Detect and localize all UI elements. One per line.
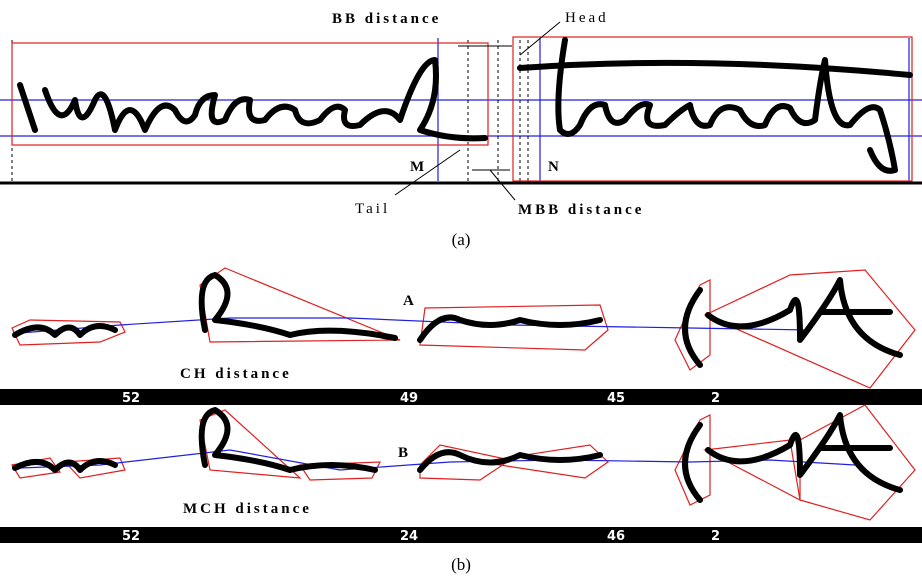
distance-value: 24 [400,529,418,544]
label: B [398,445,411,461]
connector [19,317,811,334]
hull [799,404,916,521]
bounding-box [11,42,489,146]
handwriting [17,57,488,142]
panel-b-ch: A CH distance 52 49 45 2 [0,267,922,406]
label: A [403,293,417,309]
hull [419,304,609,351]
label: N [548,159,562,175]
hull [479,444,609,479]
distance-value: 52 [122,391,140,406]
panel-a: BB distance Head M N Tail MBB distance (… [0,10,922,249]
label: MCH distance [183,501,312,517]
distance-value: 45 [607,391,625,406]
arrow [489,169,516,201]
distance-bar [0,527,922,543]
bounding-box [512,36,913,182]
panel-b-mch: B MCH distance 52 24 46 2 (b) [0,404,922,574]
hull [703,269,916,389]
label: Tail [355,201,390,217]
arrow [394,149,461,196]
distance-value: 49 [400,391,418,406]
label: Head [565,10,609,26]
hull [11,319,126,346]
handwriting [12,407,903,503]
distance-bar [0,389,922,405]
distance-value: 2 [711,529,720,544]
hull [298,461,381,481]
hull [419,444,512,481]
arrow [519,21,561,56]
handwriting [12,272,903,368]
caption: (a) [452,230,471,249]
label: MBB distance [518,202,644,218]
handwriting [517,37,913,174]
label: CH distance [180,366,292,382]
distance-value: 46 [607,529,625,544]
hull [703,439,801,502]
label: M [410,159,427,175]
caption: (b) [451,555,471,574]
distance-value: 52 [122,529,140,544]
label: BB distance [332,11,441,27]
distance-value: 2 [711,391,720,406]
